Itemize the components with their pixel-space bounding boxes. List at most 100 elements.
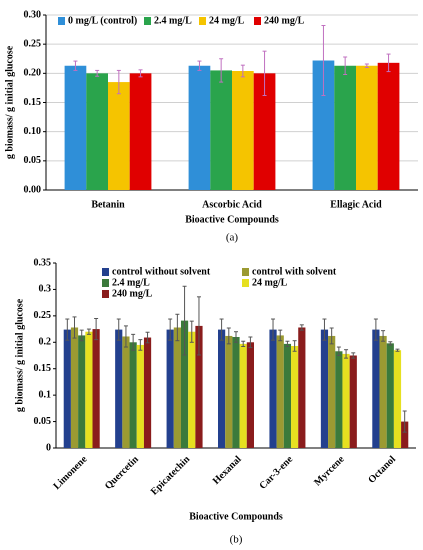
y-tick-label: 0.2 [39, 337, 52, 348]
y-tick-label: 0.00 [24, 184, 42, 195]
bar [225, 335, 233, 448]
legend-label: 2.4 mg/L [112, 277, 150, 288]
legend-swatch [144, 17, 151, 25]
bar [143, 337, 152, 448]
bar [64, 65, 87, 190]
error-bar [234, 331, 238, 343]
error-bar [336, 346, 341, 356]
bar [253, 73, 276, 190]
bar [78, 335, 86, 448]
error-bar [322, 318, 327, 341]
y-tick-label: 0.30 [24, 9, 42, 20]
error-bar [248, 336, 253, 349]
legend-label: 240 mg/L [112, 288, 153, 299]
x-axis-label: Bioactive Compounds [189, 511, 283, 522]
x-tick-label: Limonene [51, 454, 89, 492]
bar [283, 343, 292, 448]
y-tick-label: 0 [46, 442, 51, 453]
bar [239, 343, 247, 448]
bar [173, 327, 181, 448]
error-bar [65, 318, 70, 341]
bar [291, 345, 299, 448]
legend-swatch [58, 17, 65, 25]
error-bar [116, 318, 121, 341]
error-bar [168, 318, 173, 341]
y-tick-label: 0.05 [34, 416, 52, 427]
bar [85, 331, 93, 448]
y-tick-label: 0.10 [24, 126, 42, 137]
bar [63, 329, 71, 448]
error-bar [386, 53, 391, 73]
bar [188, 331, 196, 448]
error-bar [138, 339, 143, 351]
bar [393, 350, 402, 448]
error-bar [189, 320, 194, 343]
x-tick-label: Ellagic Acid [330, 199, 382, 210]
legend-swatch [199, 17, 206, 25]
legend-label: 24 mg/L [209, 15, 245, 26]
x-axis-label: Bioactive Compounds [185, 214, 279, 225]
error-bar [299, 324, 304, 331]
legend-label: control with solvent [252, 266, 337, 277]
bar [298, 327, 306, 448]
error-bar [271, 318, 276, 341]
error-bar [73, 60, 78, 71]
x-tick-label: Car-3-ene [257, 454, 295, 492]
error-bar [292, 340, 297, 352]
error-bar [95, 69, 100, 77]
bar [92, 329, 100, 448]
bar [349, 355, 357, 448]
bar [320, 329, 329, 448]
x-tick-label: Epicatechin [149, 454, 193, 498]
bar [195, 325, 203, 448]
error-bar [241, 340, 246, 348]
y-tick-label: 0.35 [34, 257, 52, 268]
error-bar [94, 318, 99, 341]
bar [232, 71, 254, 190]
bar [379, 335, 387, 448]
error-bar [123, 325, 128, 348]
bar [328, 335, 336, 448]
bar [372, 329, 380, 448]
caption: (b) [230, 534, 243, 546]
error-bar [373, 318, 378, 341]
bar [218, 329, 226, 448]
legend-label: 240 mg/L [264, 15, 305, 26]
bar [269, 329, 277, 448]
y-tick-label: 0.15 [34, 363, 52, 374]
bar [276, 335, 284, 448]
error-bar [131, 333, 136, 351]
legend-label: control without solvent [112, 266, 211, 277]
bar [377, 62, 400, 191]
error-bar [285, 340, 290, 348]
error-bar [343, 56, 348, 75]
bar [210, 70, 232, 190]
error-bar [138, 69, 143, 78]
error-bar [321, 25, 326, 96]
bar [86, 73, 108, 190]
error-bar [86, 328, 91, 335]
error-bar [344, 349, 349, 359]
x-tick-label: Octanol [366, 454, 398, 486]
error-bar [72, 316, 77, 339]
bar [108, 82, 130, 190]
y-axis-label: g biomass/ g initial glucose [4, 45, 15, 159]
bar [401, 421, 409, 448]
legend-swatch [102, 290, 109, 298]
bar [232, 337, 240, 448]
error-bar [329, 327, 334, 345]
bar [342, 353, 350, 448]
bar [335, 351, 343, 448]
bar [166, 329, 174, 448]
y-axis-label: g biomass/ g initial glucose [14, 298, 25, 412]
legend-swatch [242, 268, 249, 276]
error-bar [388, 341, 393, 346]
x-tick-label: Quercetin [103, 454, 141, 492]
error-bar [175, 313, 180, 342]
error-bar [226, 327, 231, 345]
bar [246, 342, 254, 448]
bar [312, 60, 335, 190]
error-bar [240, 64, 245, 78]
error-bar [145, 331, 150, 344]
error-bar [197, 60, 202, 71]
